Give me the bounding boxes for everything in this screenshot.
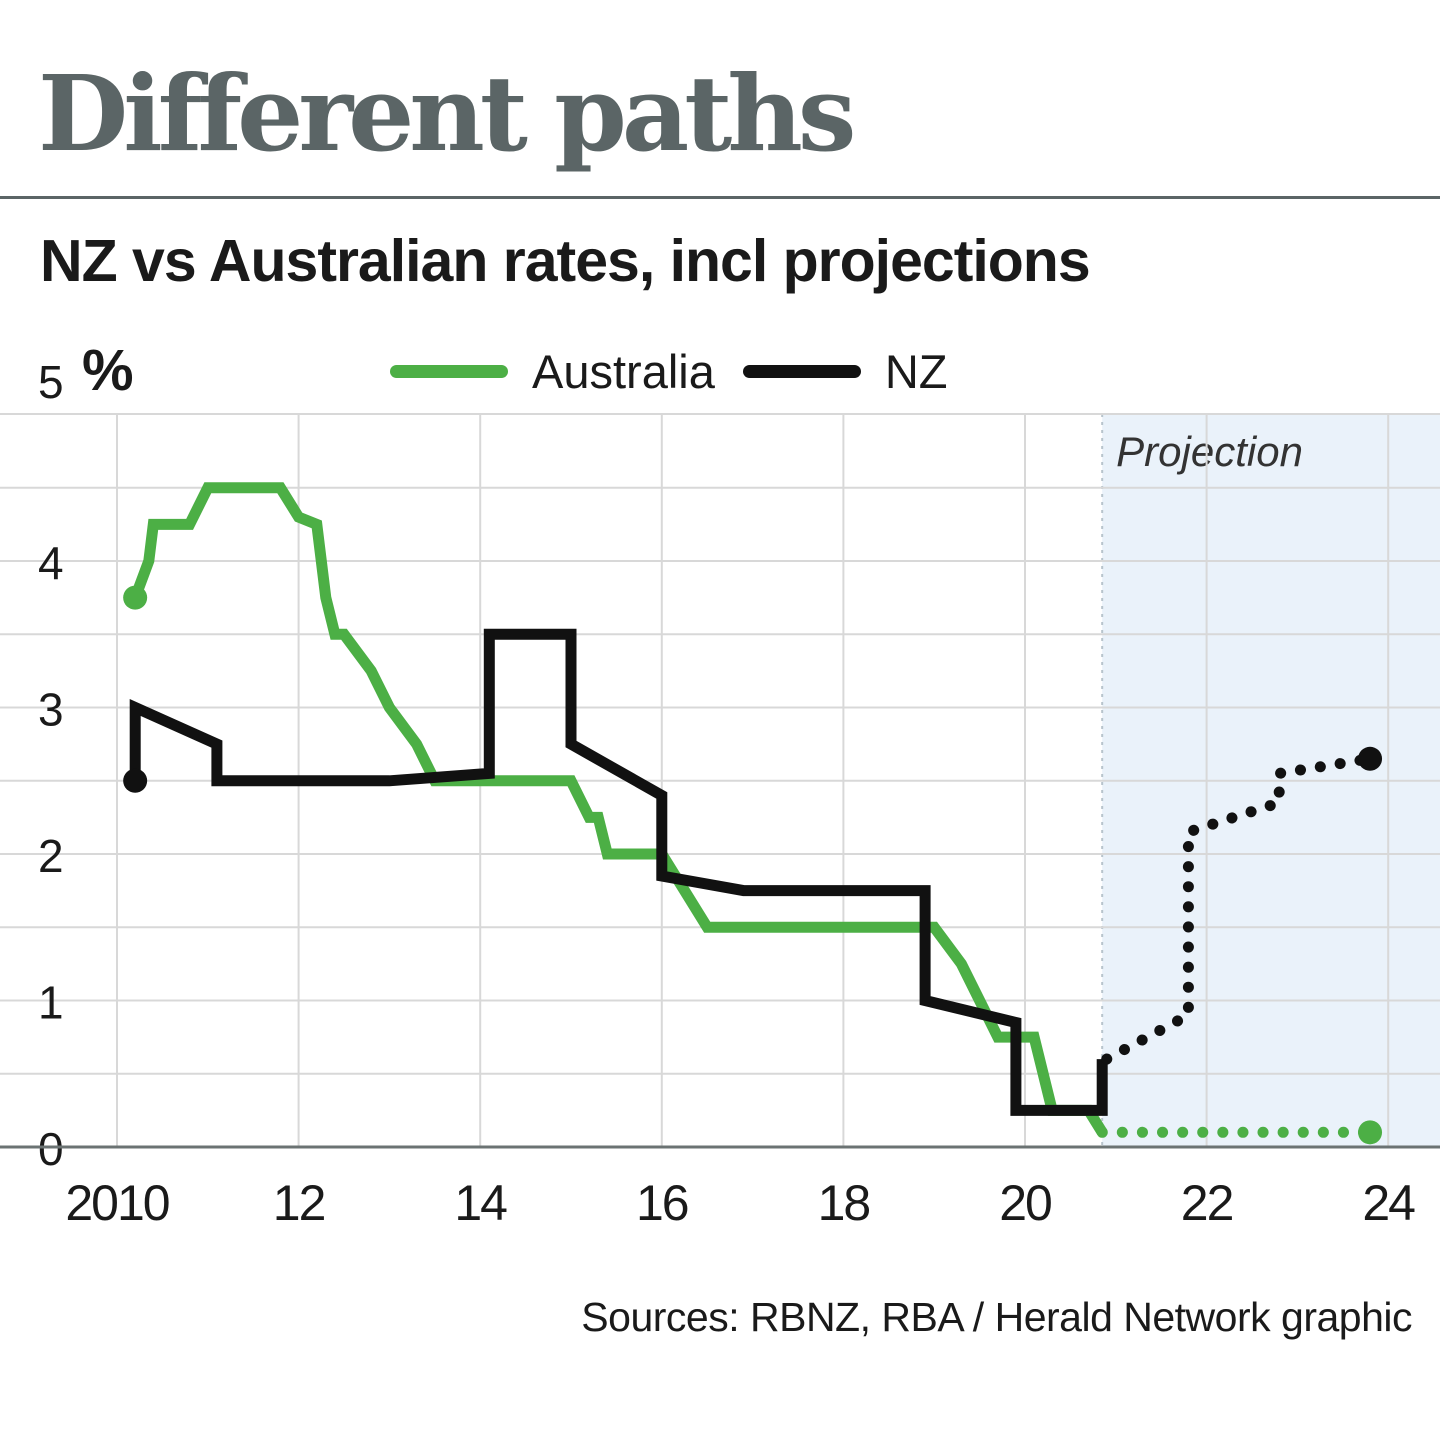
chart-subtitle: NZ vs Australian rates, incl projections <box>40 228 1091 294</box>
legend-label-nz: NZ <box>884 344 948 398</box>
x-tick-label: 16 <box>636 1175 688 1231</box>
x-tick-label: 2010 <box>65 1175 168 1231</box>
title-divider <box>0 196 1440 199</box>
x-tick-label: 18 <box>818 1175 870 1231</box>
legend-swatch-nz <box>742 364 861 378</box>
projection-label: Projection <box>1116 428 1303 475</box>
legend-label-australia: Australia <box>532 344 715 398</box>
legend-item-nz: NZ <box>742 344 976 399</box>
chart-title: Different paths <box>38 52 856 175</box>
y-tick-label: 2 <box>38 830 64 882</box>
series-marker-start-australia <box>123 585 148 610</box>
x-tick-label: 20 <box>999 1175 1051 1231</box>
y-tick-label: 4 <box>38 537 64 589</box>
x-tick-label: 14 <box>454 1175 507 1231</box>
legend-swatch-australia <box>390 364 508 378</box>
x-tick-label: 12 <box>273 1175 325 1231</box>
y-tick-label: 5 <box>38 356 64 408</box>
series-line-nz <box>129 628 1108 1116</box>
series-marker-end-australia <box>1358 1120 1383 1145</box>
source-note: Sources: RBNZ, RBA / Herald Network grap… <box>581 1294 1412 1340</box>
series-marker-start-nz <box>123 768 148 793</box>
series-projection-nz <box>1101 753 1376 1065</box>
y-axis-unit: % <box>82 338 134 403</box>
x-tick-label: 22 <box>1181 1175 1233 1231</box>
legend-item-australia: Australia <box>390 344 743 399</box>
y-tick-label: 1 <box>38 977 64 1029</box>
y-tick-label: 0 <box>38 1123 64 1175</box>
series-marker-end-nz <box>1358 746 1383 771</box>
chart-legend: Australia NZ <box>390 343 976 399</box>
series-line-australia <box>130 482 1107 1136</box>
x-tick-label: 24 <box>1362 1175 1415 1231</box>
y-tick-label: 3 <box>38 684 64 736</box>
